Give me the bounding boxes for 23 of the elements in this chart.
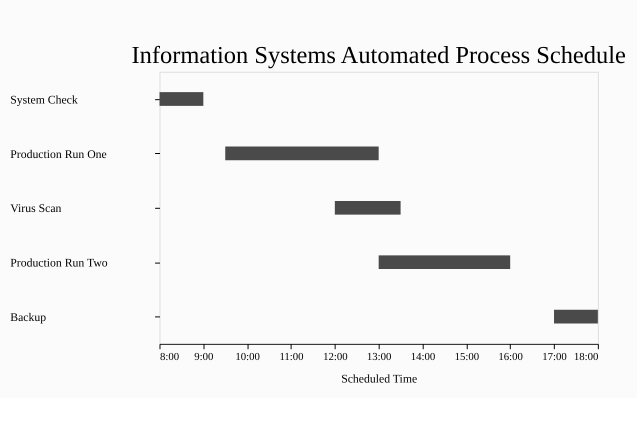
chart-title: Information Systems Automated Process Schedule (131, 42, 626, 69)
x-tick-label: 13:00 (366, 350, 392, 363)
bar (159, 92, 204, 106)
x-tick-label: 15:00 (454, 350, 480, 363)
y-tick-label: Backup (10, 311, 46, 324)
y-tick-label: Virus Scan (10, 202, 62, 216)
x-axis-title: Scheduled Time (341, 372, 418, 386)
x-tick-label: 11:00 (279, 350, 304, 363)
x-tick-label: 8:00 (160, 350, 180, 363)
y-tick-label: Production Run Two (10, 256, 108, 270)
x-tick-label: 12:00 (323, 350, 348, 363)
x-tick-label: 18:00 (574, 350, 598, 363)
x-tick-label: 10:00 (235, 350, 260, 363)
x-tick-label: 14:00 (410, 350, 436, 363)
x-tick-label: 17:00 (542, 350, 567, 363)
x-tick-label: 16:00 (498, 350, 523, 363)
bar (378, 255, 510, 270)
bar (225, 146, 379, 160)
bar (554, 310, 598, 324)
bar (334, 200, 401, 215)
x-tick-label: 9:00 (194, 350, 214, 363)
y-tick-label: System Check (10, 93, 78, 106)
y-tick-label: Production Run One (10, 148, 107, 161)
